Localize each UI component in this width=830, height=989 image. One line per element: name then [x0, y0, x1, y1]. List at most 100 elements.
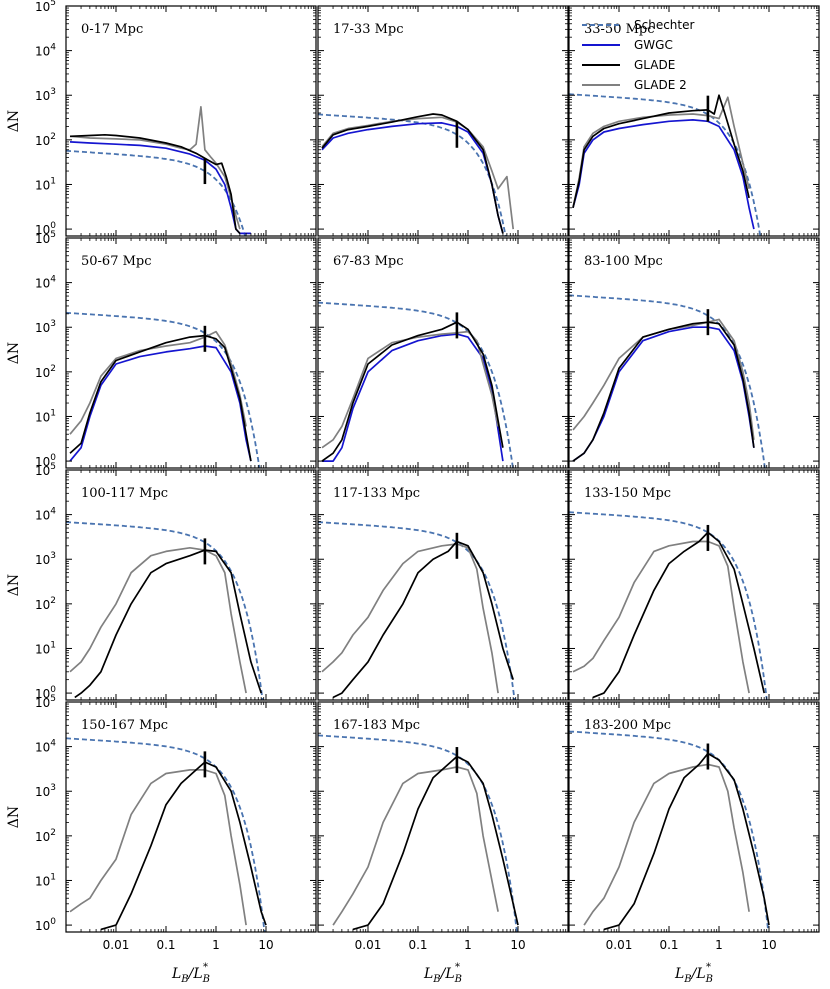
- glade-2-line: [69, 105, 241, 230]
- panel-frame: [65, 701, 317, 933]
- schechter-curve: [318, 521, 516, 700]
- x-title-part: /L: [187, 966, 203, 982]
- panel-frame: [65, 469, 317, 701]
- y-tick-base: 10: [35, 642, 50, 656]
- y-tick-exponent: 0: [50, 221, 56, 231]
- x-title-part: L: [171, 966, 181, 982]
- y-axis-title: ΔN: [6, 574, 22, 596]
- y-tick-label: 100: [35, 221, 56, 237]
- y-tick-exponent: 0: [50, 917, 56, 927]
- y-tick-label: 105: [35, 230, 56, 246]
- y-tick-exponent: 2: [50, 132, 56, 142]
- y-tick-label: 100: [35, 917, 56, 933]
- y-tick-label: 104: [35, 739, 56, 755]
- y-tick-label: 103: [35, 319, 56, 335]
- y-tick-exponent: 3: [50, 87, 56, 97]
- y-tick-label: 101: [35, 408, 56, 424]
- y-tick-label: 104: [35, 507, 56, 523]
- y-tick-exponent: 3: [50, 783, 56, 793]
- panel-title: 0-17 Mpc: [81, 22, 143, 37]
- x-axis-title: LB/LB*: [423, 962, 462, 985]
- y-axis-title: ΔN: [6, 110, 22, 132]
- y-tick-exponent: 4: [50, 507, 56, 517]
- panel-6: 83-100 Mpc: [568, 237, 820, 469]
- glade-line: [69, 334, 252, 462]
- y-tick-label: 102: [35, 364, 56, 380]
- y-tick-exponent: 1: [50, 408, 56, 418]
- gwgc-line: [322, 333, 504, 462]
- x-tick-label: 10: [510, 938, 525, 952]
- glade-line: [100, 761, 267, 931]
- schechter-curve: [66, 737, 266, 932]
- y-tick-base: 10: [35, 741, 50, 755]
- x-title-part: /L: [690, 966, 706, 982]
- y-tick-label: 105: [35, 694, 56, 710]
- panel-title: 83-100 Mpc: [584, 254, 663, 269]
- y-tick-exponent: 5: [50, 230, 56, 240]
- y-tick-base: 10: [35, 830, 50, 844]
- x-title-sub: B: [202, 974, 210, 985]
- glade-line: [572, 321, 755, 462]
- y-tick-base: 10: [35, 45, 50, 59]
- y-tick-exponent: 5: [50, 462, 56, 472]
- y-tick-base: 10: [35, 455, 50, 469]
- y-tick-base: 10: [35, 178, 50, 192]
- glade-line: [74, 549, 263, 699]
- y-tick-exponent: 2: [50, 828, 56, 838]
- y-tick-base: 10: [35, 874, 50, 888]
- legend-label: GLADE: [634, 58, 675, 72]
- panel-title: 117-133 Mpc: [333, 486, 420, 501]
- gwgc-line: [572, 326, 755, 462]
- y-tick-exponent: 5: [50, 694, 56, 704]
- panel-title: 100-117 Mpc: [81, 486, 168, 501]
- panel-title: 150-167 Mpc: [81, 718, 168, 733]
- glade-2-line: [572, 540, 750, 694]
- x-title-sub: B: [705, 974, 713, 985]
- glade-2-line: [69, 330, 247, 435]
- legend-label: GWGC: [634, 38, 673, 52]
- glade-line: [352, 755, 519, 931]
- y-tick-base: 10: [35, 321, 50, 335]
- legend: Schechter GWGC GLADE GLADE 2: [582, 18, 694, 92]
- glade-line: [321, 113, 504, 234]
- x-title-sup: *: [203, 962, 208, 973]
- glade-2-line: [321, 330, 499, 449]
- y-tick-base: 10: [35, 687, 50, 701]
- y-tick-label: 100: [35, 685, 56, 701]
- y-tick-base: 10: [35, 134, 50, 148]
- y-tick-exponent: 4: [50, 739, 56, 749]
- x-title-sub: B: [683, 974, 691, 985]
- y-tick-label: 105: [35, 0, 56, 14]
- schechter-curve: [318, 301, 514, 468]
- legend-label: Schechter: [634, 18, 694, 32]
- panel-9: 133-150 Mpc: [568, 469, 820, 701]
- panel-frame: [65, 237, 317, 469]
- x-title-part: L: [423, 966, 433, 982]
- schechter-curve: [569, 93, 762, 236]
- y-tick-label: 103: [35, 87, 56, 103]
- y-tick-label: 102: [35, 596, 56, 612]
- x-tick-label: 0.1: [156, 938, 175, 952]
- schechter-curve: [569, 511, 768, 700]
- schechter-curve: [66, 521, 264, 700]
- y-tick-base: 10: [35, 89, 50, 103]
- x-tick-label: 0.01: [103, 938, 130, 952]
- y-tick-base: 10: [35, 919, 50, 933]
- panel-8: 117-133 Mpc: [317, 469, 569, 701]
- panel-frame: [65, 5, 317, 237]
- y-tick-exponent: 5: [50, 0, 56, 8]
- panel-title: 133-150 Mpc: [584, 486, 671, 501]
- x-title-sub: B: [454, 974, 462, 985]
- y-tick-exponent: 4: [50, 43, 56, 53]
- y-tick-base: 10: [35, 223, 50, 237]
- panel-title: 183-200 Mpc: [584, 718, 671, 733]
- y-tick-base: 10: [35, 553, 50, 567]
- panel-frame: [317, 5, 569, 237]
- x-title-sub: B: [180, 974, 188, 985]
- y-tick-label: 103: [35, 783, 56, 799]
- gwgc-line: [69, 345, 252, 462]
